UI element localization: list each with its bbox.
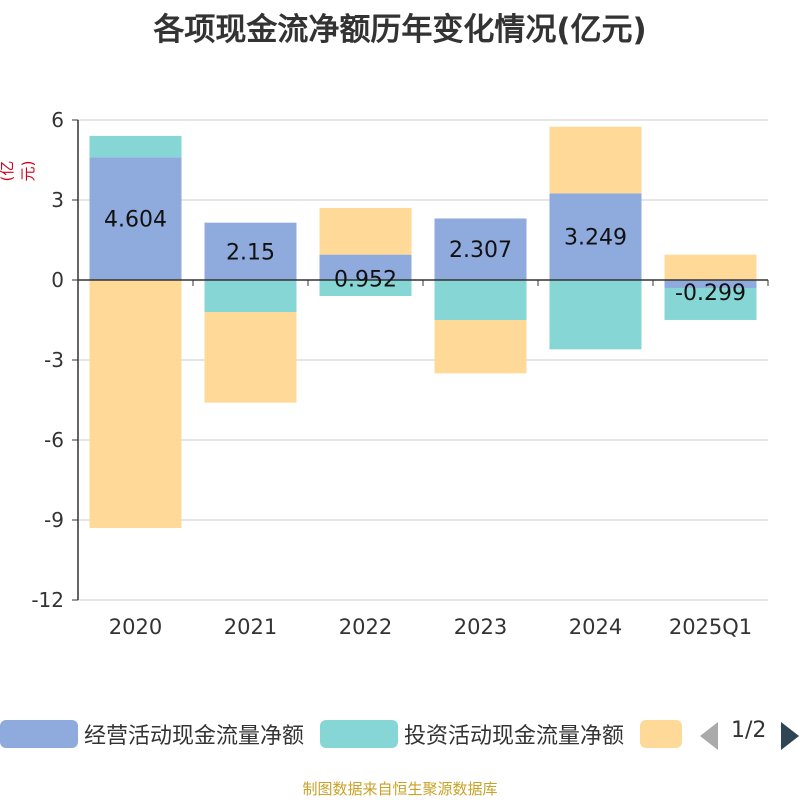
data-label: 4.604 [104, 208, 167, 233]
legend: 经营活动现金流量净额 投资活动现金流量净额 1/2 [0, 712, 800, 756]
legend-label-operating: 经营活动现金流量净额 [84, 724, 305, 749]
x-tick-label: 2025Q1 [669, 615, 752, 639]
y-tick-label: -9 [44, 508, 64, 532]
bar-segment [664, 280, 757, 288]
legend-item-investing[interactable]: 投资活动现金流量净额 [320, 720, 625, 749]
bar-segment [319, 207, 412, 255]
legend-swatch-operating [0, 720, 78, 748]
bar-segment [434, 280, 527, 320]
y-tick-label: 6 [51, 108, 64, 132]
x-tick-label: 2024 [569, 615, 622, 639]
bar-segment [319, 254, 412, 280]
data-label: 2.15 [226, 240, 275, 265]
bar-segment [549, 280, 642, 350]
bar-segment [434, 218, 527, 280]
data-label: -0.299 [675, 281, 746, 306]
x-tick-label: 2020 [109, 615, 162, 639]
data-label: 2.307 [449, 238, 512, 263]
legend-next-page-icon[interactable] [781, 722, 799, 750]
y-tick-label: 3 [51, 188, 64, 212]
bar-segment [319, 280, 412, 296]
bar-segment [434, 320, 527, 374]
x-tick-label: 2022 [339, 615, 392, 639]
y-tick-label: -3 [44, 348, 64, 372]
bar-segment [89, 135, 182, 158]
x-tick-label: 2021 [224, 615, 277, 639]
data-source-footer: 制图数据来自恒生聚源数据库 [302, 780, 498, 798]
chart-area: 6 3 0 -3 -6 -9 -12 2020 2021 2022 2023 2024 2025Q1 4.… [31, 108, 769, 639]
data-label: 3.249 [564, 226, 627, 251]
legend-prev-page-icon[interactable] [700, 722, 718, 750]
legend-label-investing: 投资活动现金流量净额 [404, 724, 625, 749]
legend-page-indicator: 1/2 [731, 718, 767, 743]
bar-segment [204, 312, 297, 403]
bar-segment [664, 287, 757, 320]
data-label: 0.952 [334, 268, 397, 293]
legend-swatch-financing [640, 720, 682, 748]
chart-title: 各项现金流净额历年变化情况(亿元) [153, 12, 647, 48]
bar-segment [89, 157, 182, 280]
bar-segment [89, 280, 182, 528]
bar-segment [204, 222, 297, 280]
legend-item-operating[interactable]: 经营活动现金流量净额 [0, 720, 305, 749]
y-tick-label: -12 [31, 588, 64, 612]
legend-item-financing[interactable] [640, 720, 688, 748]
bar-segment [204, 280, 297, 312]
y-tick-label: 0 [51, 268, 64, 292]
bar-segment [664, 254, 757, 280]
x-tick-label: 2023 [454, 615, 507, 639]
bar-segment [549, 126, 642, 194]
bar-segment [549, 193, 642, 280]
y-tick-label: -6 [44, 428, 64, 452]
legend-swatch-investing [320, 720, 398, 748]
